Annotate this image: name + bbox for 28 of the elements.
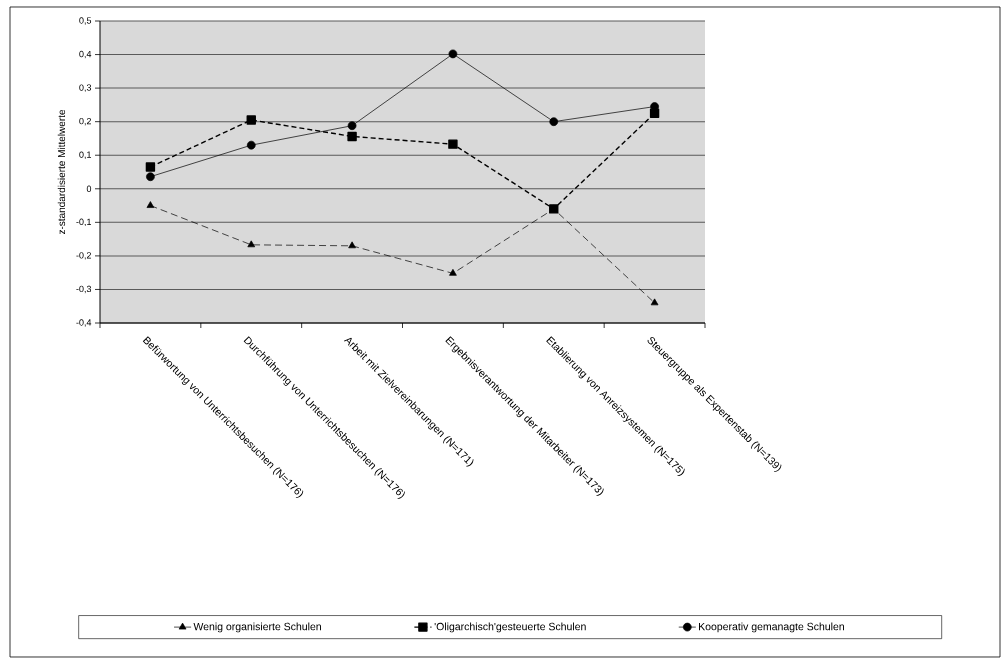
- y-tick-label: 0,2: [79, 117, 92, 126]
- point: [448, 139, 458, 149]
- legend-label: Kooperativ gemanagte Schulen: [699, 622, 844, 633]
- legend-label: Wenig organisierte Schulen: [193, 622, 321, 633]
- y-tick-label: 0,4: [79, 50, 92, 59]
- point: [549, 117, 559, 127]
- point: [146, 172, 155, 182]
- point: [246, 140, 256, 150]
- y-tick-label: 0,3: [79, 84, 92, 92]
- y-tick-label: -0,4: [76, 319, 92, 327]
- y-tick-label: -0,1: [76, 218, 92, 227]
- y-tick-label: -0,2: [76, 252, 92, 260]
- y-axis-title: z-standardisierte Mittelwerte: [57, 109, 66, 235]
- point: [448, 49, 458, 59]
- y-tick-label: 0,1: [79, 151, 92, 159]
- point: [348, 241, 356, 249]
- point: [347, 121, 357, 131]
- point: [246, 115, 256, 125]
- point: [247, 240, 256, 248]
- point: [146, 201, 155, 208]
- y-tick-label: -0,3: [76, 285, 92, 294]
- point: [650, 298, 659, 306]
- point: [347, 131, 357, 142]
- point: [449, 268, 457, 276]
- point: [145, 162, 156, 172]
- legend-label: 'Oligarchisch'gesteuerte Schulen: [434, 622, 586, 633]
- y-tick-label: 0,5: [79, 17, 92, 25]
- y-tick-label: 0: [86, 185, 92, 192]
